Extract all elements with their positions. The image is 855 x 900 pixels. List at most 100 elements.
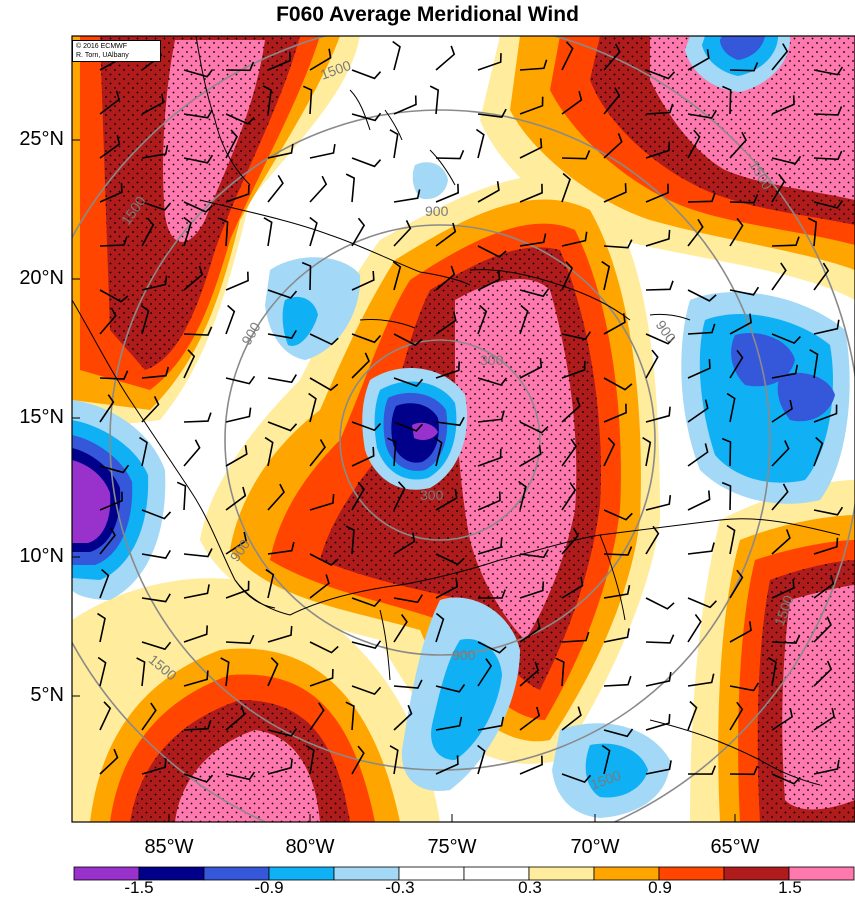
wind-barb — [225, 304, 236, 335]
wind-barb — [435, 265, 456, 291]
wind-barb — [99, 307, 117, 335]
credit-line-1: © 2016 ECMWF — [76, 43, 128, 50]
lat-label-20n: 20°N — [19, 267, 64, 289]
wind-barb — [99, 527, 116, 555]
wind-barb — [225, 129, 238, 159]
wind-barb — [183, 201, 213, 213]
wind-barb — [392, 260, 402, 291]
wind-barb — [813, 200, 844, 209]
wind-barb — [645, 406, 671, 423]
wind-barb — [225, 445, 248, 467]
wind-barb — [351, 270, 375, 291]
wind-barb — [813, 262, 830, 291]
wind-barb — [767, 657, 777, 687]
wind-barb — [729, 701, 744, 731]
wind-barb — [561, 261, 574, 291]
wind-barb — [771, 399, 793, 423]
range-ring-300 — [339, 339, 541, 541]
wind-barb — [99, 183, 123, 203]
wind-barb — [603, 675, 632, 687]
lat-label-15n: 15°N — [19, 406, 64, 428]
wind-barb — [561, 706, 582, 731]
wind-barb — [351, 157, 382, 168]
lon-label-80w: 80°W — [285, 836, 335, 858]
wind-barb — [477, 658, 493, 687]
wind-barb — [433, 436, 443, 467]
wind-barb — [645, 183, 669, 203]
wind-barb — [813, 707, 835, 731]
wind-barb — [393, 333, 423, 347]
wind-barb — [807, 217, 818, 247]
wind-barb — [309, 48, 332, 71]
wind-barb — [561, 231, 588, 247]
wind-barb — [389, 129, 399, 159]
shade-neg-blue-east-1 — [731, 332, 795, 387]
wind-barb — [345, 525, 355, 555]
wind-barb — [813, 759, 840, 775]
wind-barb — [305, 745, 315, 775]
wind-barb — [687, 129, 701, 159]
wind-barb — [136, 657, 146, 687]
wind-barb — [645, 525, 660, 555]
wind-barb — [387, 437, 397, 467]
wind-barb — [642, 437, 652, 467]
wind-barb — [176, 481, 187, 511]
wind-barb — [687, 399, 709, 423]
wind-barb — [183, 719, 212, 731]
wind-barb — [141, 702, 157, 731]
wind-barb — [519, 96, 544, 115]
wind-barb — [603, 728, 634, 738]
wind-barb — [393, 421, 423, 432]
wind-barb — [351, 640, 382, 650]
wind-barb — [435, 361, 460, 379]
wind-barb — [393, 377, 424, 388]
wind-barb — [555, 657, 565, 687]
wind-barb — [351, 217, 366, 247]
wind-barb — [435, 612, 445, 643]
wind-barb — [309, 377, 339, 391]
wind-barb — [262, 85, 272, 115]
wind-barb — [561, 41, 574, 71]
wind-barb — [518, 480, 527, 511]
wind-barb — [519, 421, 549, 434]
wind-barb — [345, 701, 355, 731]
wind-barb — [309, 641, 339, 654]
wind-barb — [309, 493, 335, 511]
wind-barb — [267, 174, 284, 203]
wind-barb — [645, 495, 672, 511]
wind-barb — [477, 304, 488, 335]
wind-barb — [477, 410, 505, 423]
wind-barb — [601, 744, 611, 775]
wind-barb — [183, 265, 204, 291]
wind-barb — [309, 553, 339, 566]
wind-barb — [183, 584, 210, 599]
wind-barb — [687, 49, 710, 71]
wind-barb — [561, 576, 584, 599]
wind-barb — [771, 707, 793, 731]
wind-barb — [603, 43, 621, 71]
credit-line-2: R. Torn, UAlbany — [76, 52, 129, 59]
wind-barb — [393, 189, 421, 203]
colorbar-tick-label: 0.9 — [648, 878, 672, 897]
wind-barb — [813, 319, 840, 335]
wind-barb — [645, 103, 674, 115]
wind-barb — [687, 109, 717, 119]
wind-barb — [687, 289, 717, 302]
ring-label-300-south: 300 — [420, 487, 444, 503]
wind-barb — [687, 443, 709, 467]
wind-barb — [309, 175, 328, 203]
wind-barb — [351, 685, 382, 696]
wind-barb — [687, 192, 716, 203]
wind-barb — [771, 578, 795, 599]
credit-box: © 2016 ECMWF R. Torn, UAlbany — [72, 40, 161, 62]
wind-barb — [813, 574, 835, 599]
wind-barb — [351, 112, 382, 122]
wind-barb — [519, 619, 541, 643]
wind-barb — [99, 464, 130, 474]
wind-barb — [183, 154, 214, 164]
wind-barb — [267, 626, 293, 643]
wind-barb — [225, 531, 247, 555]
wind-barb — [141, 549, 171, 559]
coastline-cuba — [199, 199, 471, 286]
wind-barb — [519, 581, 545, 599]
